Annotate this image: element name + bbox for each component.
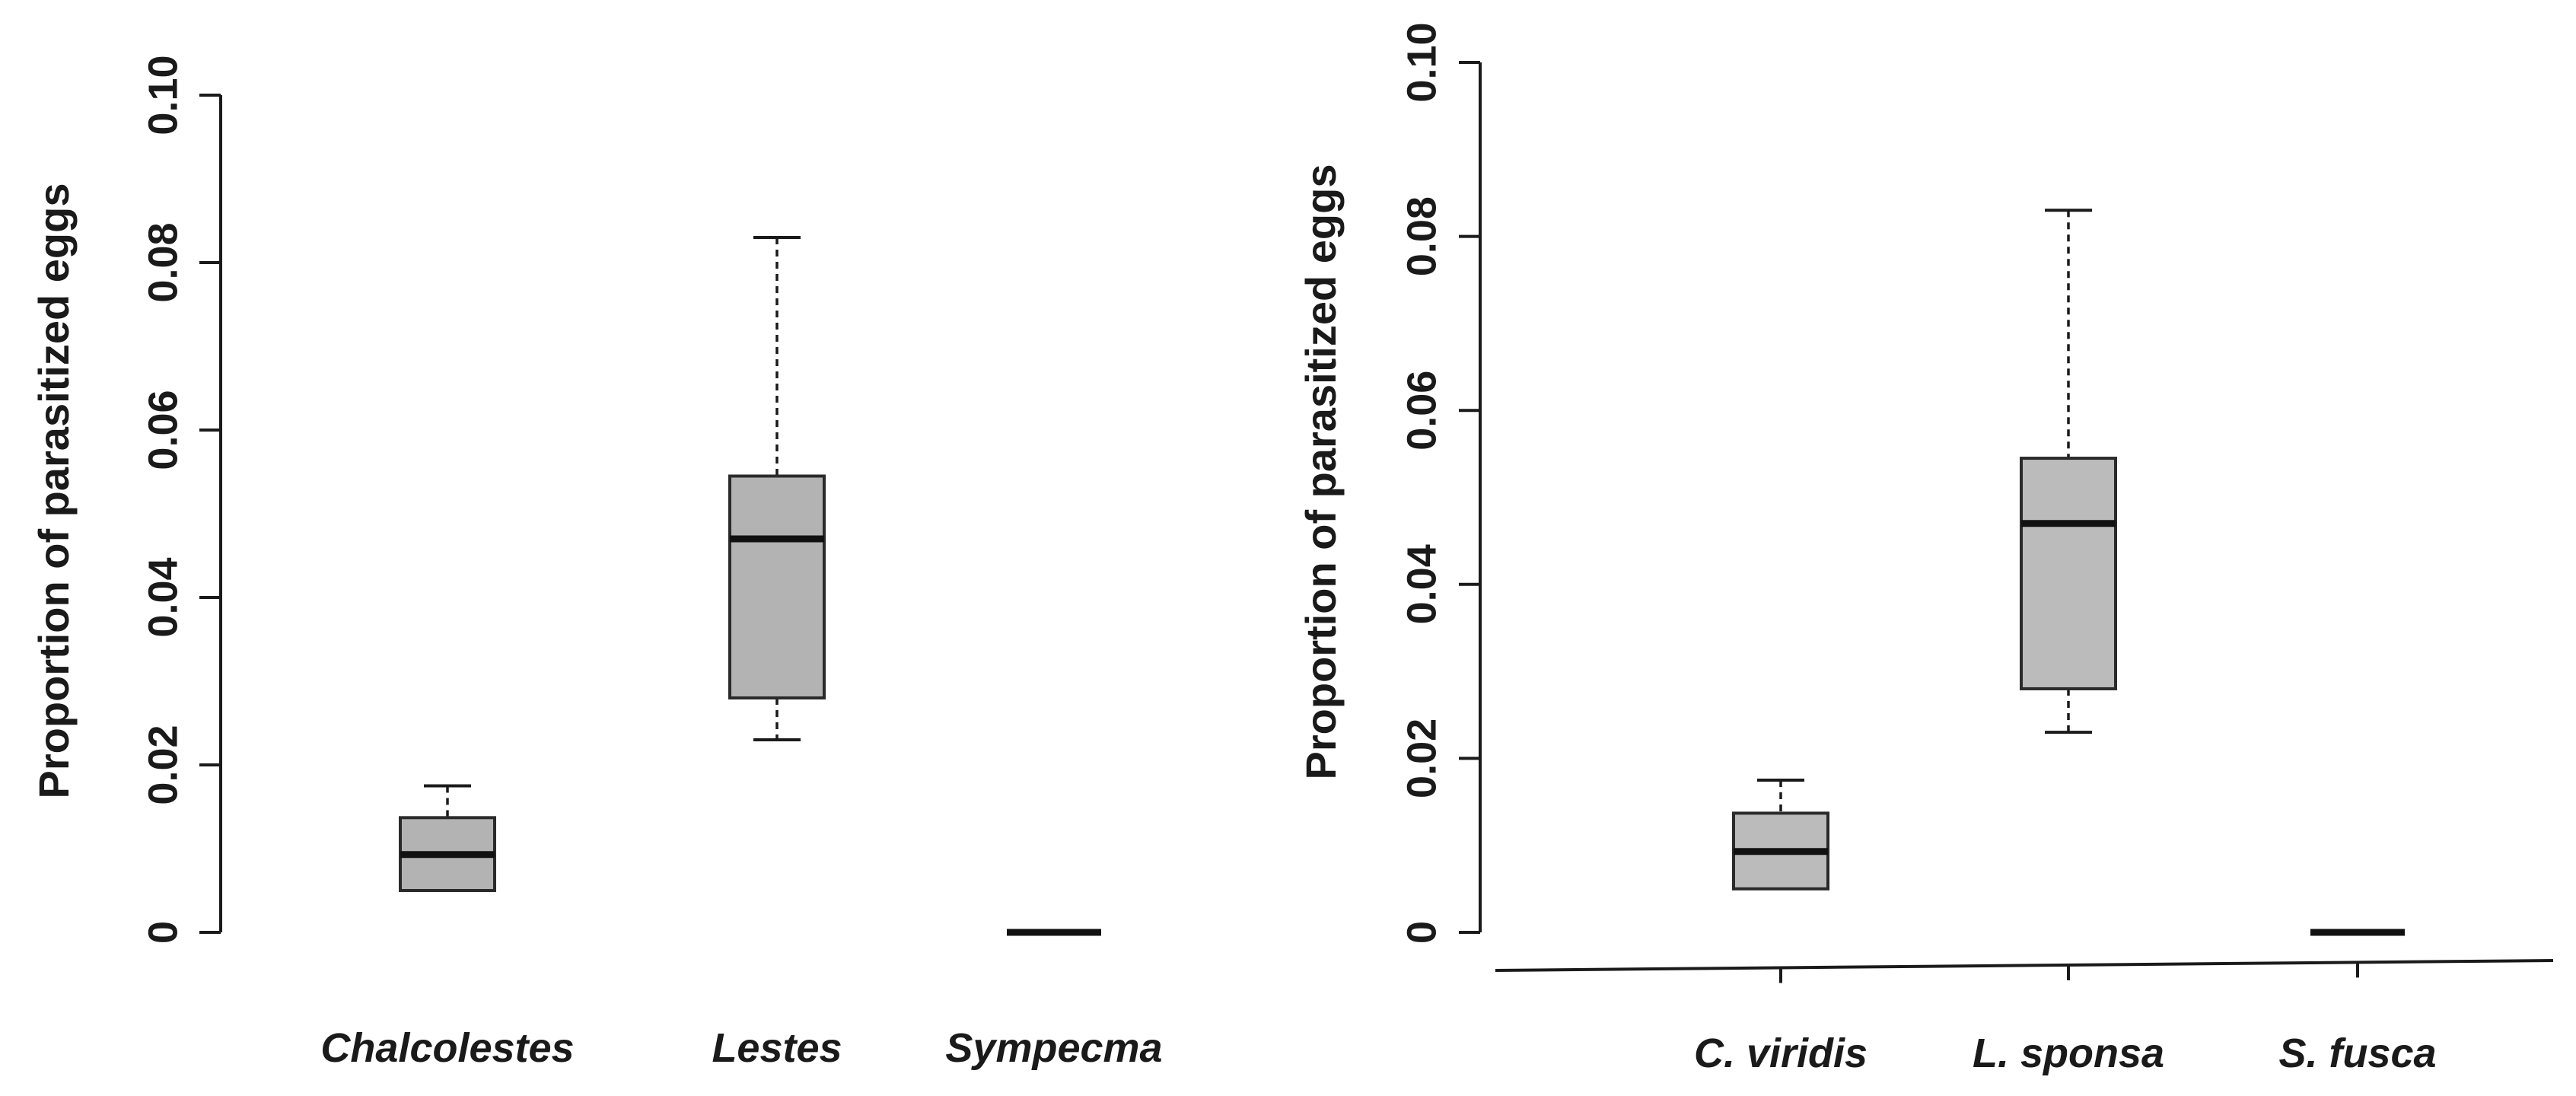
right-y-tick-label: 0.10 xyxy=(1399,22,1444,102)
left-y-tick-label: 0.06 xyxy=(140,390,186,470)
right-y-tick-label: 0.04 xyxy=(1399,544,1444,624)
right-y-tick-label: 0.02 xyxy=(1399,718,1444,798)
left-y-tick-label: 0 xyxy=(140,921,186,944)
right-x-axis-line xyxy=(1495,959,2554,972)
right-x-category-label: L. sponsa xyxy=(1973,1031,2164,1076)
left-y-tick-label: 0.04 xyxy=(140,557,186,637)
left-y-tick-label: 0.02 xyxy=(140,725,186,804)
left-y-tick-label: 0.08 xyxy=(140,222,186,302)
right-x-category-label: S. fusca xyxy=(2278,1031,2436,1076)
right-y-tick-label: 0.08 xyxy=(1399,196,1444,276)
right-x-category-label: C. viridis xyxy=(1694,1031,1868,1076)
box-iqr xyxy=(728,474,826,699)
right-y-axis-title: Proportion of parasitized eggs xyxy=(1297,164,1345,780)
left-x-category-label: Lestes xyxy=(712,1025,842,1071)
right-y-tick-label: 0.06 xyxy=(1399,371,1444,451)
left-x-category-label: Sympecma xyxy=(945,1025,1162,1071)
left-y-tick-label: 0.10 xyxy=(140,55,186,135)
left-y-axis-title: Proportion of parasitized eggs xyxy=(30,183,78,799)
box-iqr xyxy=(2020,457,2117,690)
left-x-category-label: Chalcolestes xyxy=(320,1025,574,1071)
right-y-tick-label: 0 xyxy=(1399,921,1444,944)
